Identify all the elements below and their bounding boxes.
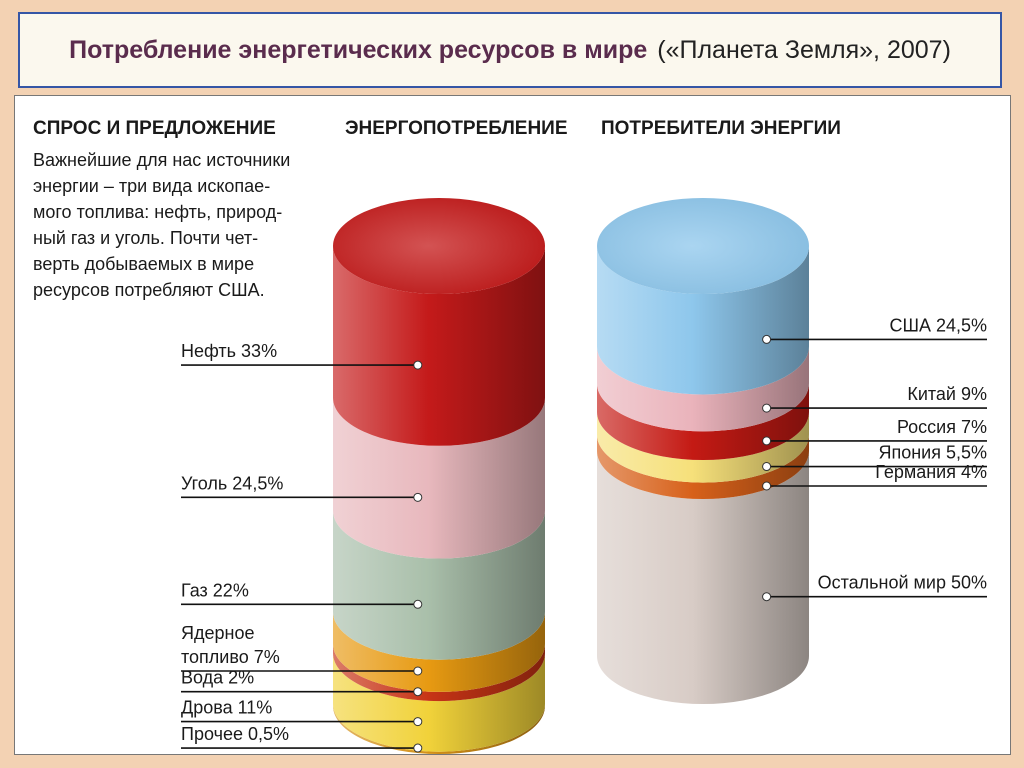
- cylinder-segment: [597, 451, 809, 704]
- leader-dot: [413, 360, 423, 370]
- leader-dot: [762, 436, 772, 446]
- segment-label: США 24,5%: [889, 315, 987, 335]
- cylinder-top-cap: [597, 198, 809, 294]
- segment-label: Остальной мир 50%: [818, 573, 987, 593]
- chart-svg: СПРОС И ПРЕДЛОЖЕНИЕ ЭНЕРГОПОТРЕБЛЕНИЕ ПО…: [33, 118, 987, 754]
- page-source: («Планета Земля», 2007): [657, 35, 951, 64]
- leader-dot: [762, 481, 772, 491]
- cylinder-segment: [333, 246, 545, 446]
- page-title: Потребление энергетических ресурсов в ми…: [69, 35, 648, 64]
- leader-dot: [413, 599, 423, 609]
- header-supply-demand: СПРОС И ПРЕДЛОЖЕНИЕ: [33, 118, 276, 139]
- cylinder-segment: [333, 643, 545, 702]
- segment-label: Вода 2%: [181, 668, 254, 688]
- leader-dot: [762, 462, 772, 472]
- intro-line: мого топлива: нефть, природ-: [33, 202, 282, 222]
- leader-dot: [413, 666, 423, 676]
- leader-dot: [762, 334, 772, 344]
- title-box: Потребление энергетических ресурсов в ми…: [18, 12, 1002, 88]
- intro-line: ный газ и уголь. Почти чет-: [33, 228, 258, 248]
- cylinder-segment: [597, 346, 809, 432]
- leader-dot: [762, 403, 772, 413]
- cylinder-segment: [333, 510, 545, 660]
- leader-dot: [413, 687, 423, 697]
- cylinder-segment: [597, 412, 809, 483]
- intro-line: энергии – три вида ископае-: [33, 176, 270, 196]
- cylinder-top-cap: [333, 198, 545, 294]
- leader-dot: [413, 492, 423, 502]
- segment-label: Россия 7%: [897, 417, 987, 437]
- segment-label: Китай 9%: [907, 384, 987, 404]
- cylinder-segment: [597, 383, 809, 461]
- cylinder-segment: [333, 611, 545, 692]
- header-consumers: ПОТРЕБИТЕЛИ ЭНЕРГИИ: [601, 118, 841, 139]
- intro-line: Важнейшие для нас источники: [33, 150, 290, 170]
- chart-panel: СПРОС И ПРЕДЛОЖЕНИЕ ЭНЕРГОПОТРЕБЛЕНИЕ ПО…: [14, 95, 1011, 755]
- segment-label: Германия 4%: [875, 462, 987, 482]
- intro-line: ресурсов потребляют США.: [33, 280, 265, 300]
- chart-energy-consumption: Нефть 33% Уголь 24,5% Газ 22% Ядерное топлив…: [181, 198, 545, 754]
- segment-label: Ядерное: [181, 623, 255, 643]
- cylinder-segment: [597, 246, 809, 395]
- intro-text: Важнейшие для нас источники энергии – три…: [33, 150, 290, 300]
- header-consumption: ЭНЕРГОПОТРЕБЛЕНИЕ: [345, 118, 568, 139]
- leader-dot: [762, 592, 772, 602]
- segment-label: Дрова 11%: [181, 698, 272, 718]
- segment-label: Прочее 0,5%: [181, 724, 289, 744]
- leader-dot: [413, 743, 423, 753]
- leader-dot: [413, 717, 423, 727]
- segment-label: Япония 5,5%: [878, 443, 987, 463]
- cylinder-segment: [597, 434, 809, 499]
- segment-label: топливо 7%: [181, 647, 280, 667]
- segment-label: Нефть 33%: [181, 341, 277, 361]
- cylinder-segment: [333, 653, 545, 752]
- intro-line: верть добываемых в мире: [33, 254, 254, 274]
- segment-label: Уголь 24,5%: [181, 473, 283, 493]
- cylinder-segment: [333, 397, 545, 559]
- chart-energy-consumers: США 24,5% Китай 9% Россия 7% Япония 5,5%Гер…: [597, 198, 987, 704]
- segment-label: Газ 22%: [181, 580, 249, 600]
